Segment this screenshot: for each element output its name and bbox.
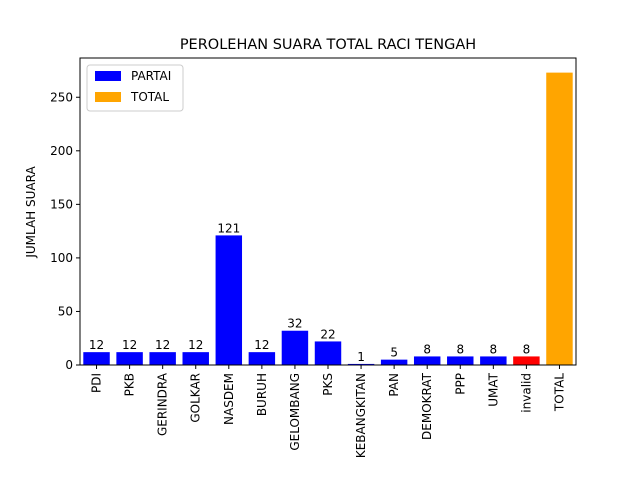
y-ticks-group: 0 50 100 150 200 250 [50,90,80,372]
x-tick-label: PPP [453,373,467,395]
bar-value-label: 12 [188,338,203,352]
bar-value-label: 5 [390,346,398,360]
bar-value-label: 32 [287,317,302,331]
bar-buruh [248,352,276,365]
bars-group [83,72,573,365]
legend-swatch-total [95,92,121,102]
bar-value-label: 8 [490,342,498,356]
legend-swatch-partai [95,71,121,81]
x-tick-label: PDI [90,373,104,393]
bar-kebangkitan [347,363,375,365]
bar-value-label: 12 [122,338,137,352]
legend: PARTAI TOTAL [86,64,184,112]
x-ticks-group: PDI PKB GERINDRA GOLKAR NASDEM BURUH GELOMBANG… [90,365,566,458]
bar-value-label: 12 [155,338,170,352]
bar-value-label: 22 [320,327,335,341]
plot-frame [79,57,577,366]
y-axis-label: JUMLAH SUARA [24,166,38,259]
bar-nasdem [215,235,243,365]
x-tick-label: KEBANGKITAN [354,373,368,458]
x-tick-label: PKS [321,373,335,396]
x-tick-label: BURUH [255,373,269,416]
x-tick-label: PKB [123,373,137,396]
y-tick-label: 150 [50,197,73,211]
x-tick-label: GOLKAR [189,373,203,423]
bar-pan [380,359,408,365]
bar-value-label: 8 [456,342,464,356]
y-tick-label: 200 [50,144,73,158]
x-tick-label: GERINDRA [156,372,170,436]
y-tick-label: 100 [50,251,73,265]
bar-value-label: 1 [357,350,365,364]
bar-demokrat [413,356,441,365]
x-tick-label: invalid [519,373,533,413]
bar-gerindra [149,352,176,365]
bar-value-label: 8 [523,342,531,356]
x-tick-label: PAN [387,373,401,397]
legend-label-total: TOTAL [130,90,169,104]
x-tick-label: GELOMBANG [288,373,302,451]
legend-label-partai: PARTAI [131,69,171,83]
bar-pks [314,341,342,365]
bar-golkar [182,352,209,365]
bar-pdi [83,352,110,365]
bar-total [546,72,573,365]
x-tick-label: NASDEM [222,373,236,425]
x-tick-label: UMAT [486,372,500,406]
bar-value-label: 121 [217,221,240,235]
y-tick-label: 250 [50,90,73,104]
y-tick-label: 50 [58,304,73,318]
bar-umat [480,356,507,365]
y-tick-label: 0 [65,358,73,372]
x-tick-label: DEMOKRAT [420,372,434,440]
x-tick-label: TOTAL [552,373,566,412]
bar-invalid [513,356,540,365]
bar-pkb [116,352,143,365]
chart-title: PEROLEHAN SUARA TOTAL RACI TENGAH [180,37,476,53]
bar-ppp [447,356,474,365]
bar-gelombang [281,330,309,365]
bar-value-label: 12 [89,338,104,352]
bar-value-label: 12 [254,338,269,352]
bar-value-label: 8 [423,342,431,356]
